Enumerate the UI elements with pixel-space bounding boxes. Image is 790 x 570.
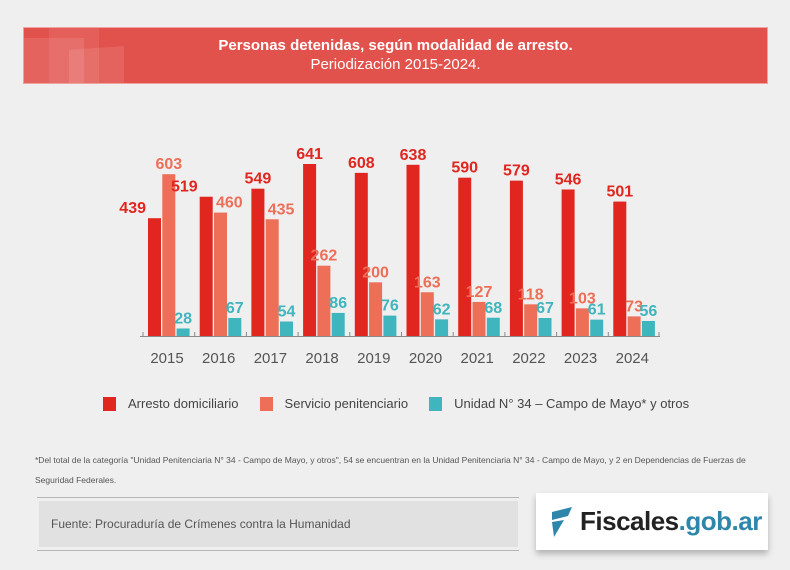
- data-label: 460: [216, 195, 243, 212]
- x-tick-label: 2024: [616, 350, 649, 367]
- bar-servicio_penitenciario: [369, 282, 383, 336]
- legend-item-unidad: Unidad N° 34 – Campo de Mayo* y otros: [429, 396, 689, 411]
- x-tick-label: 2019: [357, 350, 390, 367]
- bar-arresto_domiciliario: [509, 180, 523, 336]
- bar-arresto_domiciliario: [199, 196, 213, 336]
- legend-swatch: [429, 396, 443, 411]
- title-banner: Personas detenidas, según modalidad de a…: [23, 27, 768, 84]
- bar-servicio_penitenciario: [162, 174, 176, 336]
- fiscales-logo-icon: [552, 507, 572, 537]
- bar-unidad_34: [590, 319, 604, 336]
- data-label: 73: [625, 298, 643, 315]
- banner-decoration: [49, 28, 99, 83]
- bar-unidad_34: [486, 317, 500, 336]
- legend-item-arresto: Arresto domiciliario: [103, 396, 239, 411]
- bar-arresto_domiciliario: [458, 177, 472, 336]
- x-tick-label: 2022: [512, 350, 545, 367]
- bar-unidad_34: [176, 328, 190, 336]
- data-label: 68: [484, 300, 502, 317]
- bar-unidad_34: [280, 321, 293, 336]
- data-label: 28: [174, 310, 192, 327]
- chart-subtitle: Periodización 2015-2024.: [310, 56, 481, 73]
- bar-unidad_34: [228, 318, 242, 336]
- data-label: 549: [245, 171, 272, 188]
- legend-item-servicio: Servicio penitenciario: [259, 396, 409, 411]
- data-label: 603: [155, 156, 182, 173]
- bar-servicio_penitenciario: [472, 301, 486, 336]
- fiscales-logo[interactable]: Fiscales.gob.ar: [536, 493, 768, 550]
- data-label: 54: [278, 304, 296, 321]
- bar-unidad_34: [641, 320, 655, 336]
- footnote: *Del total de la categoría "Unidad Penit…: [35, 455, 746, 485]
- data-label: 501: [606, 184, 633, 201]
- data-label: 608: [348, 155, 375, 172]
- bar-unidad_34: [383, 315, 397, 336]
- data-label: 127: [466, 284, 493, 301]
- legend: Arresto domiciliario Servicio penitencia…: [103, 396, 710, 411]
- source-text: Fuente: Procuraduría de Crímenes contra …: [51, 517, 351, 531]
- bar-unidad_34: [435, 319, 449, 336]
- legend-label: Unidad N° 34 – Campo de Mayo* y otros: [454, 396, 690, 411]
- bar-arresto_domiciliario: [303, 164, 317, 336]
- bar-servicio_penitenciario: [265, 219, 279, 336]
- data-label: 435: [268, 201, 295, 218]
- bar-arresto_domiciliario: [561, 189, 575, 336]
- x-tick-label: 2017: [254, 350, 287, 367]
- chart-title: Personas detenidas, según modalidad de a…: [218, 37, 573, 54]
- data-label: 519: [171, 179, 198, 196]
- bar-servicio_penitenciario: [627, 316, 641, 336]
- data-label: 638: [400, 147, 427, 164]
- data-label: 200: [362, 264, 389, 281]
- data-label: 163: [414, 274, 441, 291]
- x-tick-label: 2021: [461, 350, 494, 367]
- x-tick-label: 2015: [150, 350, 183, 367]
- data-label: 56: [640, 303, 658, 320]
- bar-servicio_penitenciario: [214, 212, 227, 336]
- data-label: 118: [518, 286, 544, 303]
- x-tick-label: 2016: [202, 350, 235, 367]
- bar-arresto_domiciliario: [406, 164, 420, 336]
- x-tick-label: 2023: [564, 350, 597, 367]
- bar-servicio_penitenciario: [420, 292, 434, 336]
- data-label: 439: [119, 200, 146, 217]
- banner-decoration: [24, 38, 84, 83]
- legend-label: Servicio penitenciario: [284, 396, 409, 411]
- bar-arresto_domiciliario: [354, 172, 368, 336]
- x-tick-label: 2018: [305, 350, 338, 367]
- logo-text: Fiscales.gob.ar: [580, 506, 762, 536]
- legend-label: Arresto domiciliario: [128, 396, 239, 411]
- bar-unidad_34: [331, 312, 345, 336]
- data-label: 262: [311, 248, 338, 265]
- bar-arresto_domiciliario: [251, 188, 265, 336]
- legend-swatch: [259, 396, 273, 411]
- data-label: 546: [555, 171, 582, 188]
- data-label: 61: [588, 302, 606, 319]
- data-label: 103: [569, 290, 596, 307]
- legend-swatch: [103, 396, 116, 411]
- bar-arresto_domiciliario: [613, 201, 627, 336]
- bar-chart: 439 603 28 2015 519 460 67 2016 549 435 54 2017 641 2…: [119, 146, 660, 367]
- data-label: 641: [296, 146, 323, 163]
- data-label: 579: [503, 163, 530, 180]
- data-label: 76: [381, 298, 399, 315]
- data-label: 67: [226, 300, 244, 317]
- bar-arresto_domiciliario: [148, 218, 161, 336]
- x-tick-label: 2020: [409, 350, 442, 367]
- bar-unidad_34: [538, 318, 552, 336]
- bar-servicio_penitenciario: [524, 304, 538, 336]
- bar-servicio_penitenciario: [317, 265, 331, 336]
- source-box: Fuente: Procuraduría de Crímenes contra …: [37, 497, 519, 551]
- bar-servicio_penitenciario: [575, 308, 589, 336]
- data-label: 67: [536, 300, 554, 317]
- data-label: 590: [451, 160, 478, 177]
- data-label: 86: [329, 295, 347, 312]
- data-label: 62: [433, 301, 451, 318]
